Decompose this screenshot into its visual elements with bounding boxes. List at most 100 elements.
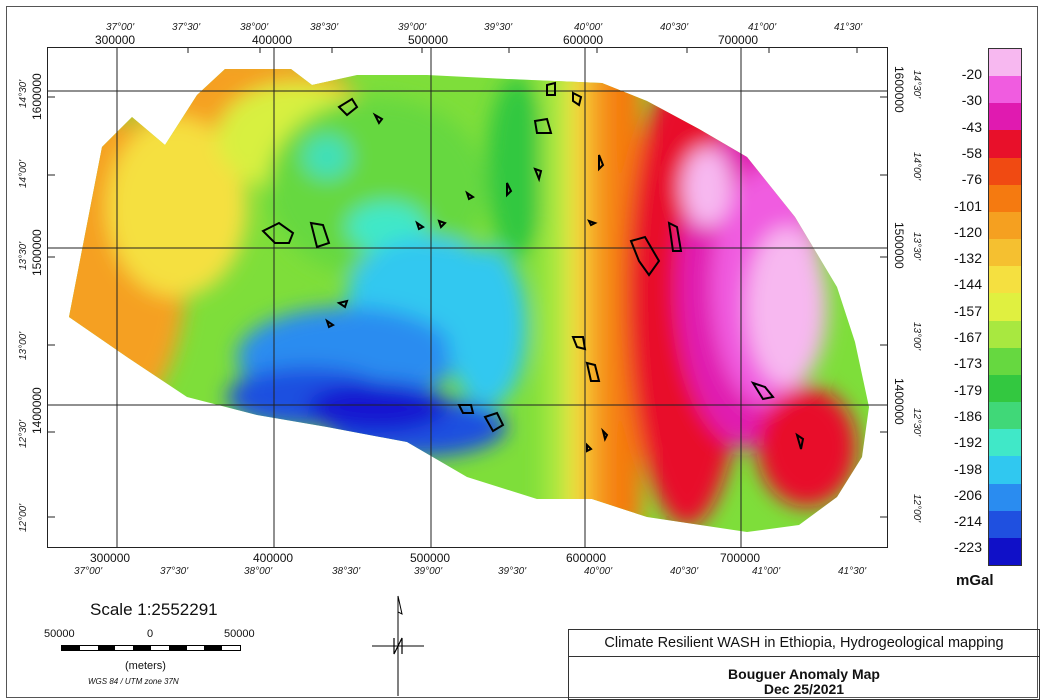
feature-outline — [261, 221, 295, 244]
legend-swatch — [989, 537, 1021, 566]
top-meter-label: 300000 — [95, 33, 136, 47]
feature-outline — [750, 381, 775, 401]
legend-label: -214 — [953, 513, 982, 530]
right-degree-label: 13°00' — [911, 322, 922, 351]
legend-swatch — [989, 103, 1021, 131]
feature-outline — [585, 361, 601, 382]
scale-title: Scale 1:2552291 — [90, 600, 218, 619]
legend-label: -101 — [953, 197, 982, 214]
legend-label: -120 — [953, 223, 982, 240]
legend-swatch — [989, 510, 1021, 539]
feature-outline — [667, 221, 683, 252]
feature-outline — [325, 318, 335, 329]
feature-outline — [465, 190, 475, 201]
legend-unit: mGal — [956, 572, 994, 589]
top-meter-label: 600000 — [563, 33, 604, 47]
feature-outline — [533, 117, 553, 134]
left-degree-label: 12°30' — [18, 419, 29, 448]
legend-label: -223 — [953, 539, 982, 556]
feature-outline — [546, 81, 556, 96]
feature-outline — [483, 411, 505, 433]
right-degree-label: 14°30' — [911, 70, 922, 99]
feature-outline — [629, 235, 661, 277]
legend-colorbar — [988, 48, 1022, 566]
bottom-degree-label: 39°00' — [414, 566, 443, 577]
legend-swatch — [989, 320, 1021, 349]
feature-outline — [571, 336, 587, 351]
legend-swatch — [989, 239, 1021, 267]
left-degree-label: 13°30' — [18, 241, 29, 270]
legend-label: -58 — [961, 144, 982, 161]
bottom-degree-label: 41°30' — [838, 566, 867, 577]
legend-label: -43 — [961, 118, 982, 135]
left-meter-label: 1600000 — [30, 73, 44, 120]
legend-swatch — [989, 429, 1021, 457]
top-degree-label: 38°00' — [240, 22, 269, 33]
legend-label: -157 — [953, 302, 982, 319]
bottom-meter-label: 500000 — [410, 551, 451, 565]
feature-outline — [506, 182, 513, 198]
feature-outline — [586, 442, 593, 453]
top-degree-label: 40°30' — [660, 22, 689, 33]
legend-swatch — [989, 483, 1021, 512]
map-frame — [6, 6, 1038, 698]
right-meter-label: 1400000 — [892, 378, 906, 425]
map-date: Dec 25/2021 — [763, 681, 845, 697]
left-degree-label: 12°00' — [18, 503, 29, 532]
feature-outline — [372, 112, 384, 125]
project-title: Climate Resilient WASH in Ethiopia, Hydr… — [569, 630, 1039, 657]
scale-projection: WGS 84 / UTM zone 37N — [88, 677, 179, 686]
legend-swatch — [989, 49, 1021, 77]
feature-outline — [415, 220, 425, 231]
bottom-meter-label: 700000 — [720, 551, 761, 565]
left-meter-label: 1500000 — [30, 229, 44, 276]
top-meter-label: 700000 — [718, 33, 759, 47]
legend-swatch — [989, 76, 1021, 104]
right-meter-label: 1600000 — [892, 66, 906, 113]
title-box: Climate Resilient WASH in Ethiopia, Hydr… — [568, 629, 1040, 700]
legend-label: -206 — [953, 486, 982, 503]
feature-outline — [337, 97, 359, 117]
legend-label: -192 — [953, 434, 982, 451]
feature-outline — [336, 299, 349, 309]
bottom-degree-label: 39°30' — [498, 566, 527, 577]
feature-outline — [309, 221, 331, 249]
legend-label: -132 — [953, 250, 982, 267]
legend-swatch — [989, 374, 1021, 403]
legend-swatch — [989, 456, 1021, 485]
legend-label: -173 — [953, 355, 982, 372]
feature-outline — [437, 219, 447, 229]
bottom-meter-label: 300000 — [90, 551, 131, 565]
bottom-degree-label: 37°30' — [160, 566, 189, 577]
feature-outline — [587, 219, 598, 227]
right-degree-label: 12°00' — [911, 494, 922, 523]
legend-label: -186 — [953, 407, 982, 424]
bottom-degree-label: 38°00' — [244, 566, 273, 577]
feature-outline — [572, 91, 583, 107]
bottom-degree-label: 40°00' — [584, 566, 613, 577]
left-meter-label: 1400000 — [30, 387, 44, 434]
legend-swatch — [989, 347, 1021, 376]
legend-label: -20 — [961, 66, 982, 82]
legend-swatch — [989, 293, 1021, 322]
legend-swatch — [989, 211, 1021, 240]
top-degree-label: 41°00' — [748, 22, 777, 33]
scale-units: (meters) — [125, 660, 166, 672]
legend-swatch — [989, 157, 1021, 186]
top-degree-label: 38°30' — [310, 22, 339, 33]
top-degree-label: 40°00' — [574, 22, 603, 33]
scale-bar — [61, 645, 241, 651]
top-degree-label: 39°00' — [398, 22, 427, 33]
legend-label: -144 — [953, 276, 982, 293]
top-degree-label: 37°30' — [172, 22, 201, 33]
bottom-degree-label: 38°30' — [332, 566, 361, 577]
bottom-meter-label: 400000 — [253, 551, 294, 565]
top-degree-label: 41°30' — [834, 22, 863, 33]
bottom-meter-label: 600000 — [566, 551, 607, 565]
legend-label: -167 — [953, 329, 982, 345]
feature-outline — [795, 432, 805, 450]
left-degree-label: 13°00' — [18, 331, 29, 360]
top-meter-label: 500000 — [408, 33, 449, 47]
feature-outline — [598, 154, 605, 172]
bottom-degree-label: 41°00' — [752, 566, 781, 577]
